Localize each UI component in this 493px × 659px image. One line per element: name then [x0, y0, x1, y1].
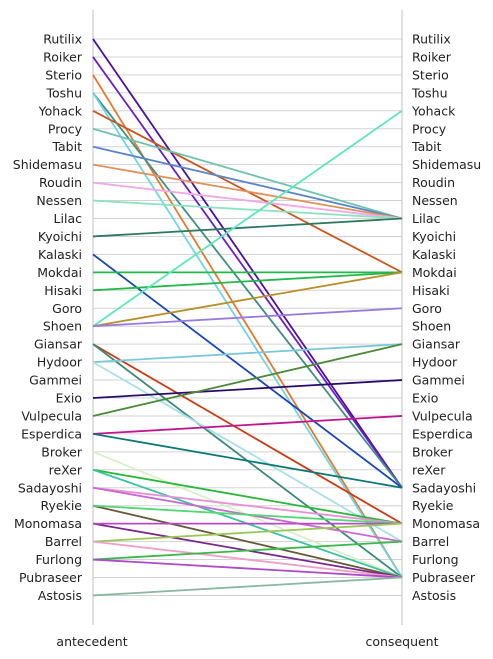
link-line [92, 504, 403, 579]
antecedent-labels: Rutilix Roiker Sterio Toshu Yohack Procy Tabit… [13, 32, 83, 603]
consequent-tick-label: reXer [412, 462, 446, 477]
consequent-tick-label: Nessen [412, 193, 458, 208]
antecedent-tick-label: Exio [56, 391, 82, 406]
consequent-tick-label: Toshu [411, 85, 448, 100]
link-line [92, 38, 403, 489]
link-line [92, 271, 403, 328]
consequent-tick-label: Kalaski [412, 247, 456, 262]
consequent-tick-label: Astosis [412, 588, 456, 603]
link-line [92, 307, 403, 328]
link-line [92, 522, 403, 543]
antecedent-tick-label: Mokdai [37, 265, 82, 280]
antecedent-tick-label: Giansar [34, 337, 83, 352]
consequent-tick-label: Gammei [412, 373, 465, 388]
consequent-tick-label: Hisaki [412, 283, 450, 298]
link-line [92, 540, 403, 579]
link-line [92, 163, 403, 220]
consequent-tick-label: Giansar [412, 337, 461, 352]
antecedent-tick-label: Goro [52, 301, 82, 316]
link-line [92, 271, 403, 292]
consequent-tick-label: Shoen [412, 319, 451, 334]
consequent-tick-label: Monomasa [412, 516, 480, 531]
consequent-tick-label: Shidemasu [412, 157, 481, 172]
antecedent-tick-label: Tabit [51, 139, 82, 154]
consequent-tick-label: Sadayoshi [412, 480, 476, 495]
antecedent-axis-label: antecedent [56, 634, 127, 649]
antecedent-tick-label: Broker [41, 444, 83, 459]
link-line [92, 145, 403, 220]
consequent-tick-label: Roudin [412, 175, 455, 190]
antecedent-tick-label: Roiker [43, 49, 83, 64]
antecedent-tick-label: Nessen [36, 193, 82, 208]
antecedent-tick-label: Yohack [38, 103, 83, 118]
antecedent-tick-label: Astosis [38, 588, 82, 603]
antecedent-tick-label: Shidemasu [13, 157, 82, 172]
link-line [92, 343, 403, 525]
link-line [92, 343, 403, 417]
link-line [92, 181, 403, 220]
consequent-tick-label: Procy [412, 121, 447, 136]
antecedent-tick-label: Barrel [45, 534, 82, 549]
antecedent-tick-label: reXer [49, 462, 83, 477]
antecedent-tick-label: Vulpecula [21, 408, 82, 423]
consequent-tick-label: Kyoichi [412, 229, 456, 244]
antecedent-tick-label: Hydoor [37, 355, 83, 370]
antecedent-tick-label: Sterio [45, 67, 82, 82]
antecedent-tick-label: Furlong [35, 552, 82, 567]
antecedent-tick-label: Shoen [43, 319, 82, 334]
consequent-tick-label: Mokdai [412, 265, 457, 280]
consequent-tick-label: Broker [412, 444, 454, 459]
antecedent-tick-label: Sadayoshi [18, 480, 82, 495]
consequent-tick-label: Exio [412, 391, 438, 406]
link-line [92, 199, 403, 220]
consequent-tick-label: Barrel [412, 534, 449, 549]
antecedent-tick-label: Kalaski [38, 247, 82, 262]
antecedent-tick-label: Roudin [39, 175, 82, 190]
link-line [92, 127, 403, 220]
links [92, 38, 403, 597]
link-line [92, 343, 403, 363]
antecedent-tick-label: Gammei [29, 373, 82, 388]
link-line [92, 217, 403, 238]
consequent-labels: Rutilix Roiker Sterio Toshu Yohack Procy Tabit… [411, 32, 481, 603]
antecedent-tick-label: Hisaki [44, 283, 82, 298]
antecedent-tick-label: Rutilix [43, 32, 82, 47]
antecedent-tick-label: Esperdica [21, 426, 82, 441]
link-line [92, 486, 403, 525]
link-line [92, 540, 403, 561]
antecedent-tick-label: Toshu [45, 85, 82, 100]
consequent-tick-label: Esperdica [412, 426, 473, 441]
consequent-tick-label: Ryekie [412, 498, 454, 513]
link-line [92, 558, 403, 579]
consequent-tick-label: Goro [412, 301, 442, 316]
link-line [92, 576, 403, 597]
consequent-tick-label: Tabit [411, 139, 442, 154]
link-line [92, 504, 403, 525]
consequent-tick-label: Pubraseer [412, 570, 476, 585]
link-line [92, 379, 403, 399]
consequent-tick-label: Lilac [412, 211, 441, 226]
consequent-axis-label: consequent [365, 634, 438, 649]
antecedent-tick-label: Monomasa [14, 516, 82, 531]
antecedent-tick-label: Pubraseer [19, 570, 83, 585]
consequent-tick-label: Vulpecula [412, 408, 473, 423]
consequent-tick-label: Rutilix [412, 32, 451, 47]
consequent-tick-label: Sterio [412, 67, 449, 82]
consequent-tick-label: Roiker [412, 49, 452, 64]
antecedent-tick-label: Lilac [54, 211, 83, 226]
antecedent-tick-label: Kyoichi [38, 229, 82, 244]
consequent-tick-label: Hydoor [412, 355, 458, 370]
link-line [92, 253, 403, 489]
consequent-tick-label: Yohack [411, 103, 456, 118]
consequent-tick-label: Furlong [412, 552, 459, 567]
link-line [92, 415, 403, 435]
link-line [92, 110, 403, 327]
link-line [92, 361, 403, 543]
antecedent-tick-label: Ryekie [41, 498, 83, 513]
link-line [92, 433, 403, 489]
link-line [92, 468, 403, 525]
antecedent-tick-label: Procy [48, 121, 83, 136]
